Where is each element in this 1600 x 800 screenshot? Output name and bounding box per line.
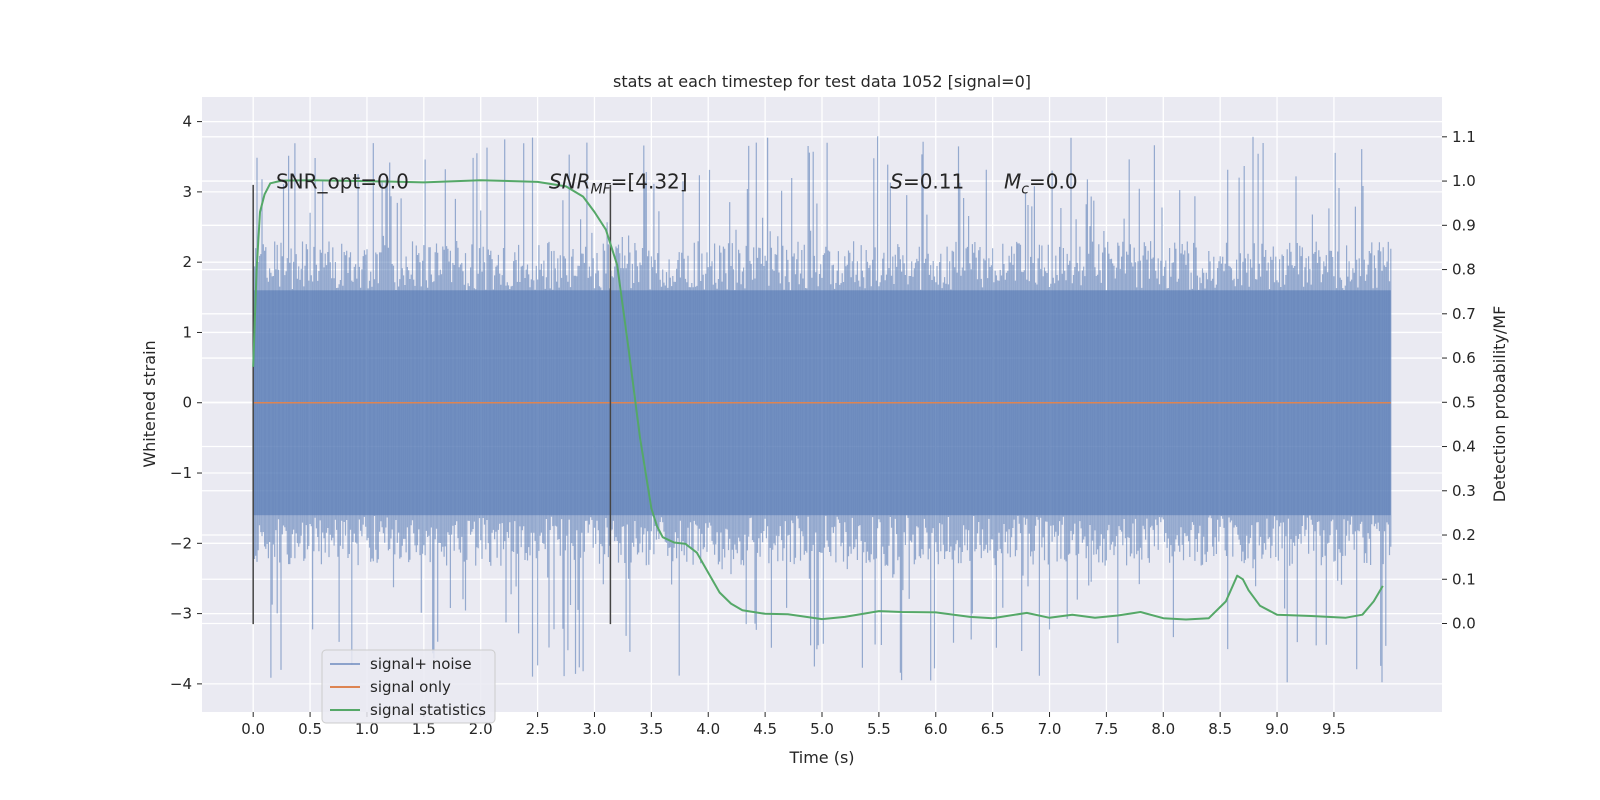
x-tick-label: 1.0 <box>355 720 379 738</box>
legend-box <box>321 649 496 724</box>
y-tick-label: −3 <box>170 605 192 623</box>
y-right-tick-label: 0.7 <box>1452 305 1476 323</box>
x-tick-label: 3.5 <box>639 720 663 738</box>
x-tick-label: 8.5 <box>1208 720 1232 738</box>
chart-title: stats at each timestep for test data 105… <box>613 72 1031 91</box>
y-right-tick-label: 0.6 <box>1452 349 1476 367</box>
legend-label: signal+ noise <box>370 655 472 673</box>
y-tick-label: 1 <box>182 323 192 341</box>
y-tick-label: 3 <box>182 183 192 201</box>
x-tick-label: 2.5 <box>526 720 550 738</box>
signal-statistics-line <box>252 179 1384 621</box>
x-tick-label: 7.0 <box>1038 720 1062 738</box>
y-axis-label-right: Detection probability/MF <box>1490 306 1509 503</box>
legend-label: signal statistics <box>370 701 486 719</box>
legend-label: signal only <box>370 678 451 696</box>
x-axis: 0.0 0.5 1.0 1.5 2.0 2.5 3.0 3.5 4.0 4.5 5.0 5.5 6.0 6… <box>241 712 1346 738</box>
x-tick-label: 2.0 <box>469 720 493 738</box>
y-right-tick-label: 0.5 <box>1452 393 1476 411</box>
x-tick-label: 9.0 <box>1265 720 1289 738</box>
annotation-text: SNR_opt=0.0 <box>276 169 409 193</box>
x-tick-label: 0.5 <box>298 720 322 738</box>
y-tick-label: −2 <box>170 534 192 552</box>
annotation-text: S=0.11 <box>890 169 964 193</box>
x-axis-label: Time (s) <box>788 748 854 767</box>
x-tick-label: 7.5 <box>1094 720 1118 738</box>
y-tick-label: −1 <box>170 464 192 482</box>
x-tick-label: 3.0 <box>583 720 607 738</box>
annotations: SNR_opt=0.0 SNRMF=[4.32] S=0.11 Mc=0.0 <box>276 169 1078 197</box>
vertical-markers <box>252 184 612 625</box>
x-tick-label: 6.0 <box>924 720 948 738</box>
x-tick-label: 5.0 <box>810 720 834 738</box>
x-tick-label: 0.0 <box>241 720 265 738</box>
y-axis-right: 1.1 1.0 0.9 0.8 0.7 0.6 0.5 0.4 0.3 0.2 0.1 0.0 <box>1442 128 1476 633</box>
x-tick-label: 1.5 <box>412 720 436 738</box>
x-tick-label: 6.5 <box>981 720 1005 738</box>
y-right-tick-label: 0.0 <box>1452 615 1476 633</box>
y-tick-label: 2 <box>182 253 192 271</box>
x-tick-label: 9.5 <box>1322 720 1346 738</box>
y-tick-label: −4 <box>170 675 192 693</box>
x-tick-label: 4.5 <box>753 720 777 738</box>
y-axis-left: 4 3 2 1 0 −1 −2 −3 −4 <box>170 113 202 693</box>
y-right-tick-label: 0.2 <box>1452 526 1476 544</box>
y-right-tick-label: 0.1 <box>1452 570 1476 588</box>
y-tick-label: 0 <box>182 394 192 412</box>
y-axis-label-left: Whitened strain <box>140 340 159 467</box>
legend: signal+ noise signal only signal statistic… <box>321 649 496 724</box>
y-right-tick-label: 0.8 <box>1452 261 1476 279</box>
annotation-text: SNRMF=[4.32] <box>549 169 688 197</box>
series-signal-statistics <box>252 179 1384 621</box>
y-right-tick-label: 0.3 <box>1452 482 1476 500</box>
x-tick-label: 8.0 <box>1151 720 1175 738</box>
x-tick-label: 5.5 <box>867 720 891 738</box>
x-tick-label: 4.0 <box>696 720 720 738</box>
y-right-tick-label: 1.1 <box>1452 128 1476 146</box>
y-right-tick-label: 1.0 <box>1452 172 1476 190</box>
annotation-text: Mc=0.0 <box>1004 169 1078 197</box>
y-right-tick-label: 0.9 <box>1452 216 1476 234</box>
y-tick-label: 4 <box>182 113 192 131</box>
y-right-tick-label: 0.4 <box>1452 438 1476 456</box>
